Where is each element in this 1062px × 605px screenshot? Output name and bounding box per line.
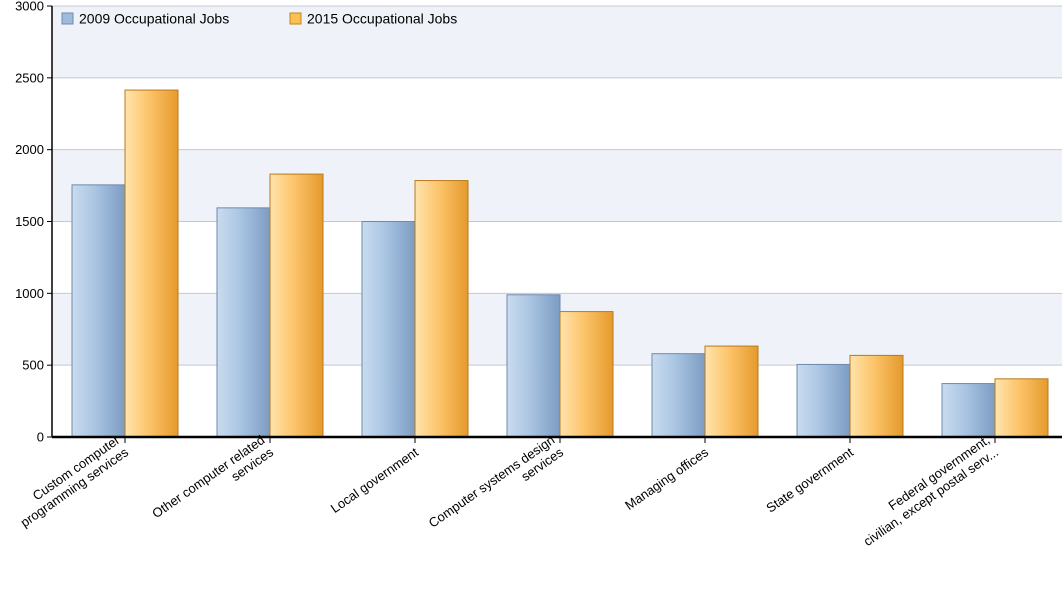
y-tick-label: 500	[22, 358, 44, 373]
y-tick-label: 1000	[15, 286, 44, 301]
bar-2015-1	[269, 173, 324, 438]
legend-swatch-1	[289, 12, 302, 25]
y-tick-label: 2000	[15, 142, 44, 157]
y-tick-label: 2500	[15, 70, 44, 85]
bar-2015-0	[124, 89, 179, 438]
bar-2009-3	[506, 294, 561, 438]
legend-label-0: 2009 Occupational Jobs	[79, 11, 229, 27]
legend: 2009 Occupational Jobs 2015 Occupational …	[61, 11, 457, 27]
bar-2009-5	[796, 363, 851, 438]
bar-2015-3	[559, 311, 614, 438]
category-label: Federal government,civilian, except post…	[861, 432, 1001, 549]
category-label-line: Other computer related	[149, 432, 267, 521]
legend-swatch-0	[61, 12, 74, 25]
bar-2009-2	[361, 221, 416, 438]
category-label: Local government	[328, 444, 422, 516]
y-tick-label: 0	[37, 430, 44, 445]
bar-2015-2	[414, 180, 469, 438]
legend-label-1: 2015 Occupational Jobs	[307, 11, 457, 27]
category-label-line: Local government	[328, 444, 422, 516]
category-label-line: State government	[763, 444, 856, 515]
bar-2015-6	[994, 378, 1049, 438]
category-label: State government	[763, 444, 856, 515]
y-axis-ticks: 0 500 1000 1500 2000 2500 3000	[15, 0, 52, 445]
grid-band	[52, 149, 1062, 222]
bar-2015-4	[704, 345, 759, 438]
bar-2015-5	[849, 354, 904, 438]
bar-2009-6	[941, 383, 996, 438]
grid-band	[52, 6, 1062, 78]
bar-2009-4	[651, 353, 706, 438]
bar-2009-1	[216, 207, 271, 438]
category-label: Managing offices	[622, 444, 711, 513]
category-label-line: Managing offices	[622, 444, 711, 513]
category-label-line: Computer systems design	[426, 432, 558, 530]
category-label-line: civilian, except postal serv...	[861, 444, 1001, 549]
y-tick-label: 1500	[15, 214, 44, 229]
y-tick-label: 3000	[15, 0, 44, 14]
bars	[71, 89, 1049, 438]
bar-2009-0	[71, 184, 126, 438]
